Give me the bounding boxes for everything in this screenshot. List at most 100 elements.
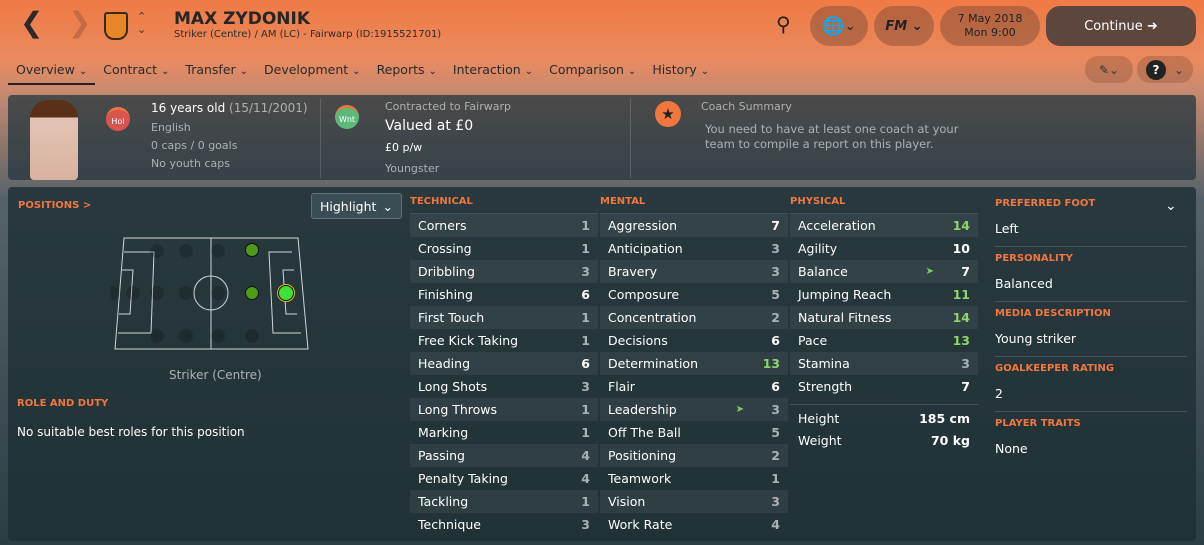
- edit-menu-button[interactable]: ✎ ⌄: [1085, 56, 1133, 83]
- attribute-value: 14: [952, 218, 970, 233]
- attribute-row[interactable]: Dribbling 3: [410, 260, 598, 283]
- attribute-row[interactable]: Teamwork 1: [600, 467, 788, 490]
- attribute-row[interactable]: Corners 1: [410, 214, 598, 237]
- attribute-value: 11: [952, 287, 970, 302]
- search-icon[interactable]: ⚲: [776, 12, 791, 36]
- attribute-name: Penalty Taking: [418, 471, 508, 486]
- chevron-down-icon: ⌄: [239, 66, 249, 77]
- side-item-value: Left: [995, 221, 1019, 236]
- attribute-row[interactable]: Passing 4: [410, 444, 598, 467]
- date: 7 May 2018: [957, 12, 1023, 25]
- attribute-row[interactable]: Positioning 2: [600, 444, 788, 467]
- attribute-row[interactable]: Long Throws 1: [410, 398, 598, 421]
- attribute-row[interactable]: Crossing 1: [410, 237, 598, 260]
- attribute-row[interactable]: Off The Ball 5: [600, 421, 788, 444]
- world-menu-button[interactable]: 🌐 ⌄: [810, 6, 868, 46]
- attribute-row[interactable]: Aggression 7: [600, 214, 788, 237]
- attribute-value: 3: [771, 494, 780, 509]
- attribute-row[interactable]: Long Shots 3: [410, 375, 598, 398]
- player-value: Valued at £0: [385, 118, 474, 134]
- side-item: PLAYER TRAITS None: [995, 412, 1187, 466]
- chevron-down-icon: ⌄: [627, 66, 637, 77]
- pencil-icon: ✎: [1098, 62, 1109, 77]
- fm-menu-button[interactable]: FM ⌄: [874, 6, 934, 46]
- forward-button[interactable]: ❯: [68, 6, 92, 39]
- tab-label: Reports: [376, 62, 425, 77]
- tab-interaction[interactable]: Interaction ⌄: [445, 58, 541, 85]
- attribute-name: Teamwork: [608, 471, 672, 486]
- attribute-row[interactable]: Stamina 3: [790, 352, 978, 375]
- attribute-row[interactable]: Free Kick Taking 1: [410, 329, 598, 352]
- tab-overview[interactable]: Overview ⌄: [8, 58, 96, 85]
- attribute-row[interactable]: Marking 1: [410, 421, 598, 444]
- player-name: MAX ZYDONIK: [174, 9, 311, 29]
- attribute-row[interactable]: Leadership ➤ 3: [600, 398, 788, 421]
- attribute-row[interactable]: Acceleration 14: [790, 214, 978, 237]
- attribute-row[interactable]: Finishing 6: [410, 283, 598, 306]
- wage: £0 p/w: [385, 141, 423, 154]
- tab-development[interactable]: Development ⌄: [256, 58, 369, 85]
- attribute-row[interactable]: Decisions 6: [600, 329, 788, 352]
- attribute-name: Balance: [798, 264, 848, 279]
- date-display[interactable]: 7 May 2018 Mon 9:00: [940, 6, 1040, 46]
- tab-transfer[interactable]: Transfer ⌄: [177, 58, 256, 85]
- attribute-row[interactable]: First Touch 1: [410, 306, 598, 329]
- attribute-name: Tackling: [418, 494, 469, 509]
- attribute-row[interactable]: Tackling 1: [410, 490, 598, 513]
- attribute-row[interactable]: Pace 13: [790, 329, 978, 352]
- attribute-value: 7: [961, 264, 970, 279]
- attribute-name: Concentration: [608, 310, 697, 325]
- attribute-value: 1: [771, 471, 780, 486]
- attribute-row[interactable]: Work Rate 4: [600, 513, 788, 536]
- coach-summary-text: You need to have at least one coach at y…: [705, 122, 959, 151]
- attribute-row[interactable]: Vision 3: [600, 490, 788, 513]
- attribute-row[interactable]: Agility 10: [790, 237, 978, 260]
- attribute-name: Natural Fitness: [798, 310, 892, 325]
- attribute-row[interactable]: Balance ➤ 7: [790, 260, 978, 283]
- coach-summary-title: Coach Summary: [701, 100, 792, 113]
- back-button[interactable]: ❮: [20, 6, 44, 39]
- side-item: PERSONALITY Balanced: [995, 247, 1187, 302]
- chevron-down-icon[interactable]: ⌄: [1165, 198, 1177, 214]
- tab-contract[interactable]: Contract ⌄: [95, 58, 177, 85]
- attribute-row[interactable]: Composure 5: [600, 283, 788, 306]
- side-info: PREFERRED FOOT Left PERSONALITY Balanced MED…: [995, 196, 1187, 466]
- attribute-name: Technique: [418, 517, 481, 532]
- attribute-row[interactable]: Jumping Reach 11: [790, 283, 978, 306]
- attribute-name: Stamina: [798, 356, 850, 371]
- help-menu-button[interactable]: ? ⌄: [1137, 56, 1193, 83]
- continue-button[interactable]: Continue ➜: [1046, 6, 1196, 46]
- attribute-row[interactable]: Concentration 2: [600, 306, 788, 329]
- tab-comparison[interactable]: Comparison ⌄: [541, 58, 644, 85]
- attribute-value: 13: [952, 333, 970, 348]
- attribute-value: 4: [771, 517, 780, 532]
- chevron-down-icon: ⌄: [161, 66, 170, 77]
- tab-reports[interactable]: Reports ⌄: [369, 58, 445, 85]
- attribute-row[interactable]: Determination 13: [600, 352, 788, 375]
- attribute-value: 3: [771, 264, 780, 279]
- positions-link[interactable]: POSITIONS >: [18, 200, 92, 211]
- attribute-row[interactable]: Heading 6: [410, 352, 598, 375]
- attribute-row[interactable]: Anticipation 3: [600, 237, 788, 260]
- club-crest-icon: [104, 12, 128, 40]
- attribute-name: Off The Ball: [608, 425, 681, 440]
- player-info-panel: [8, 95, 1196, 180]
- attribute-row[interactable]: Penalty Taking 4: [410, 467, 598, 490]
- attribute-row[interactable]: Bravery 3: [600, 260, 788, 283]
- divider: [320, 98, 321, 178]
- contract-club: Contracted to Fairwarp: [385, 100, 511, 113]
- youth-caps: No youth caps: [151, 157, 230, 170]
- attribute-row[interactable]: Technique 3: [410, 513, 598, 536]
- weight-value: 70 kg: [930, 432, 970, 448]
- highlight-dropdown[interactable]: Highlight ⌄: [311, 193, 402, 219]
- pitch-diagram: [110, 237, 309, 350]
- attribute-value: 1: [581, 402, 590, 417]
- player-switch-icon[interactable]: ⌃ ⌄: [137, 10, 147, 36]
- attribute-row[interactable]: Natural Fitness 14: [790, 306, 978, 329]
- attribute-row[interactable]: Flair 6: [600, 375, 788, 398]
- attribute-value: 2: [771, 310, 780, 325]
- selected-position: Striker (Centre): [169, 368, 262, 382]
- tab-history[interactable]: History ⌄: [644, 58, 717, 85]
- chevron-down-icon: ⌄: [352, 66, 361, 77]
- attribute-row[interactable]: Strength 7: [790, 375, 978, 398]
